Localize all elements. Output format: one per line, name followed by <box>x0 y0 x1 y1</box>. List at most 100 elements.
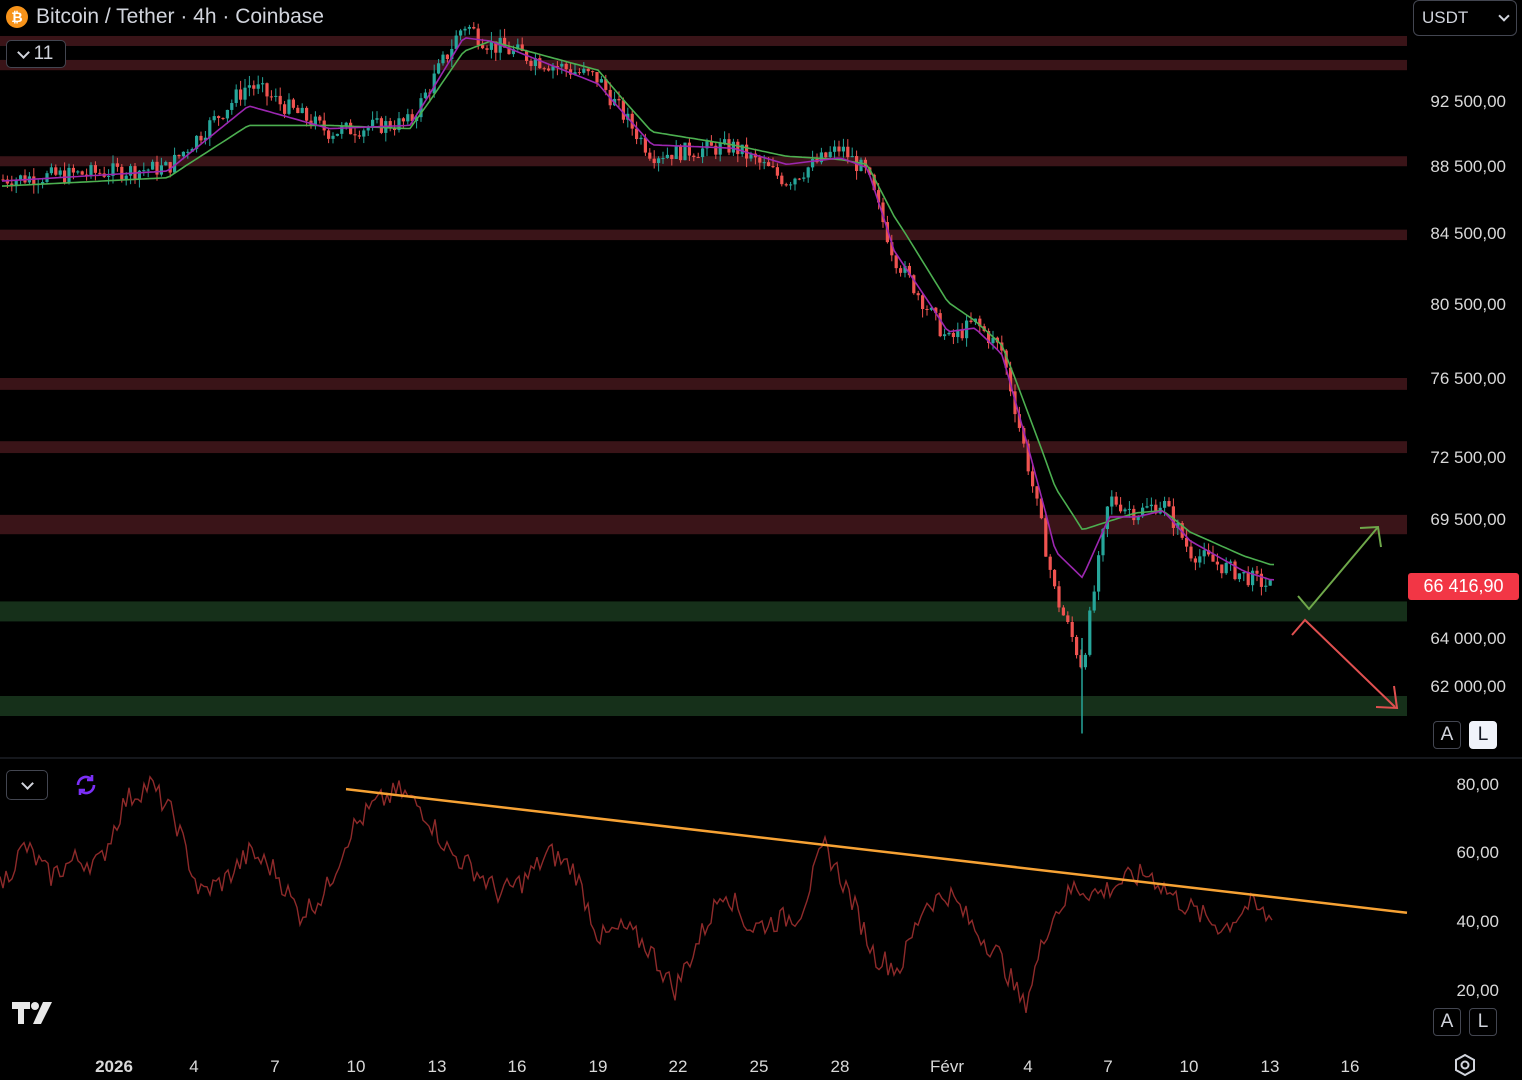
rsi-trendline <box>345 787 1408 914</box>
symbol-title[interactable]: Bitcoin / Tether · 4h · Coinbase <box>36 5 324 28</box>
candle-body-153 <box>674 145 678 160</box>
tradingview-logo <box>12 1002 52 1024</box>
candle-body-264 <box>1163 501 1167 508</box>
candle-body-112 <box>494 41 498 53</box>
candle-body-225 <box>991 337 995 344</box>
candle-body-249 <box>1097 555 1101 592</box>
resistance-zone-7 <box>0 514 1407 535</box>
rsi-line <box>0 775 1273 1014</box>
candle-body-215 <box>947 332 951 335</box>
candle-body-179 <box>789 184 793 186</box>
candle-body-72 <box>318 116 322 121</box>
candle-body-257 <box>1132 508 1136 521</box>
candle-body-85 <box>375 118 379 120</box>
indicators-toggle-button[interactable]: 11 <box>6 40 66 68</box>
time-axis-label-5: 13 <box>428 1057 447 1076</box>
candle-body-279 <box>1229 561 1233 563</box>
candle-body-125 <box>551 66 555 71</box>
candle-body-121 <box>533 58 537 67</box>
resistance-zone-2 <box>0 59 1407 71</box>
price-axis-label-4: 80 500,00 <box>1430 295 1506 314</box>
rsi-axis-label-4: 20,00 <box>1456 981 1499 1000</box>
candle-body-99 <box>437 63 441 74</box>
candle-body-269 <box>1185 537 1189 547</box>
candle-body-205 <box>903 265 907 273</box>
candle-body-287 <box>1264 585 1268 587</box>
candle-body-191 <box>841 146 845 152</box>
candle-body-242 <box>1066 615 1070 623</box>
log-scale-button[interactable]: L <box>1469 721 1497 749</box>
candle-body-15 <box>67 167 71 183</box>
last-price-tag: 66 416,90 <box>1408 573 1519 600</box>
candle-body-82 <box>362 130 366 137</box>
candle-body-18 <box>80 171 84 175</box>
candle-body-164 <box>723 139 727 144</box>
candle-body-44 <box>195 135 199 149</box>
candle-body-117 <box>516 44 520 50</box>
candle-body-184 <box>811 158 815 168</box>
bullish-arrowhead <box>1359 525 1382 548</box>
price-axis-label-8: 64 000,00 <box>1430 629 1506 648</box>
candle-body-129 <box>569 69 573 75</box>
price-axis-label-1: 92 500,00 <box>1430 92 1506 111</box>
candle-body-109 <box>481 44 485 49</box>
candle-body-114 <box>503 37 507 48</box>
candle-body-132 <box>582 68 586 73</box>
candle-body-110 <box>485 48 489 50</box>
ema-fast-line <box>1 37 1275 581</box>
candle-body-75 <box>331 135 335 139</box>
candle-body-243 <box>1070 622 1074 637</box>
candle-body-81 <box>357 135 361 137</box>
candle-body-207 <box>912 275 916 294</box>
bitcoin-icon: ₿ <box>6 6 28 28</box>
candle-body-146 <box>643 137 647 153</box>
time-axis-label-15: 13 <box>1261 1057 1280 1076</box>
currency-select[interactable]: USDT <box>1413 0 1517 36</box>
candle-body-107 <box>472 26 476 29</box>
candle-body-212 <box>934 307 938 314</box>
candle-body-157 <box>692 155 696 158</box>
candle-body-280 <box>1233 561 1237 580</box>
candle-body-288 <box>1268 580 1272 586</box>
candle-body-105 <box>463 28 467 31</box>
candle-body-111 <box>489 41 493 50</box>
candle-body-22 <box>98 172 102 174</box>
time-axis-label-8: 22 <box>669 1057 688 1076</box>
candle-body-240 <box>1057 586 1061 608</box>
candle-body-69 <box>305 107 309 121</box>
candle-body-211 <box>929 307 933 310</box>
candle-body-231 <box>1017 414 1021 429</box>
candle-body-271 <box>1193 558 1197 563</box>
candle-body-131 <box>577 72 581 74</box>
rsi-auto-scale-button[interactable]: A <box>1433 1008 1461 1036</box>
refresh-icon[interactable] <box>74 773 98 797</box>
chart-header: ₿ Bitcoin / Tether · 4h · Coinbase <box>6 2 324 32</box>
candle-body-262 <box>1154 504 1158 514</box>
candle-body-252 <box>1110 496 1114 507</box>
currency-value: USDT <box>1422 8 1469 27</box>
candle-body-92 <box>406 114 410 122</box>
candle-body-206 <box>907 265 911 276</box>
candle-body-83 <box>366 127 370 131</box>
candle-body-133 <box>586 68 590 72</box>
rsi-axis-label-2: 60,00 <box>1456 843 1499 862</box>
candle-body-216 <box>951 332 955 338</box>
auto-scale-button[interactable]: A <box>1433 721 1461 749</box>
candle-body-173 <box>762 162 766 164</box>
rsi-pane-collapse-button[interactable] <box>6 770 48 800</box>
candle-body-255 <box>1123 509 1127 512</box>
candle-body-199 <box>877 190 881 203</box>
candle-body-233 <box>1026 443 1030 472</box>
candle-body-273 <box>1202 550 1206 557</box>
rsi-log-scale-button[interactable]: L <box>1469 1008 1497 1036</box>
support-zone-1 <box>0 601 1407 622</box>
candle-body-101 <box>445 54 449 60</box>
chevron-down-icon <box>16 45 30 59</box>
candle-body-234 <box>1031 471 1035 487</box>
candle-body-71 <box>313 116 317 127</box>
candle-body-54 <box>239 89 243 100</box>
candle-body-161 <box>709 141 713 146</box>
candle-body-93 <box>410 114 414 122</box>
gear-icon[interactable] <box>1453 1053 1477 1077</box>
